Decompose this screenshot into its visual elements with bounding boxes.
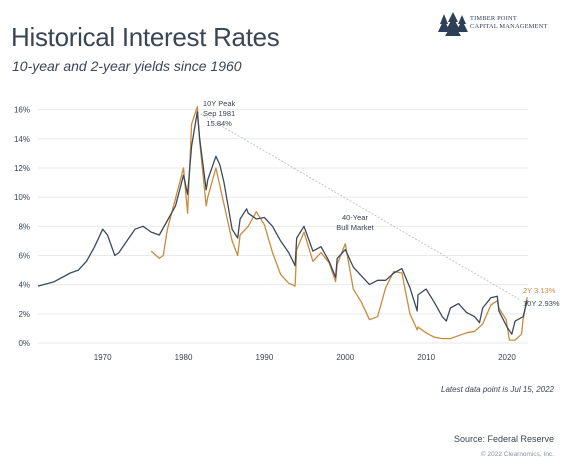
- label-2y: 2Y 3.13%: [523, 286, 556, 295]
- x-tick-label: 1990: [256, 353, 274, 362]
- x-axis-ticks: 1970 1980 1990 2000 2010 2020: [94, 353, 517, 362]
- chart-title: Historical Interest Rates: [11, 22, 280, 52]
- latest-data-note: Latest data point is Jul 15, 2022: [441, 385, 554, 394]
- series-lines: [37, 106, 528, 341]
- chart-subtitle: 10-year and 2-year yields since 1960: [12, 58, 242, 74]
- series-line-10y: [37, 111, 528, 335]
- y-tick-label: 16%: [14, 106, 30, 115]
- peak-annotation: 15.84%: [206, 119, 232, 128]
- y-tick-label: 0%: [18, 339, 30, 348]
- y-tick-label: 14%: [14, 135, 30, 144]
- x-tick-label: 1980: [175, 353, 193, 362]
- peak-annotation: 10Y Peak: [203, 99, 236, 108]
- y-tick-label: 6%: [18, 251, 30, 260]
- y-tick-label: 8%: [18, 222, 30, 231]
- x-tick-label: 1970: [94, 353, 112, 362]
- company-logo: [438, 12, 468, 36]
- bull-market-annotation: 40-Year: [342, 213, 368, 222]
- logo-line-2: Capital Management: [470, 23, 548, 30]
- x-tick-label: 2010: [417, 353, 435, 362]
- bull-market-annotation: Bull Market: [336, 223, 374, 232]
- y-tick-label: 4%: [18, 281, 30, 290]
- copyright-label: © 2022 Clearnomics, Inc.: [480, 451, 554, 458]
- logo-line-1: Timber Point: [470, 15, 517, 22]
- logo-wordmark: Timber Point Capital Management: [470, 15, 548, 31]
- series-line-2y: [150, 106, 528, 341]
- gridlines: [38, 109, 528, 344]
- source-label: Source: Federal Reserve: [453, 434, 554, 444]
- x-tick-label: 2000: [336, 353, 354, 362]
- y-tick-label: 10%: [14, 193, 30, 202]
- label-10y: 10Y 2.93%: [523, 299, 560, 308]
- y-tick-label: 2%: [18, 310, 30, 319]
- bull-market-trend-line: [197, 111, 520, 300]
- y-tick-label: 12%: [14, 164, 30, 173]
- pine-tree-icon: [438, 12, 468, 36]
- x-tick-label: 2020: [498, 353, 516, 362]
- y-axis-ticks: 0% 2% 4% 6% 8% 10% 12% 14% 16%: [14, 106, 30, 348]
- peak-annotation: Sep 1981: [203, 109, 235, 118]
